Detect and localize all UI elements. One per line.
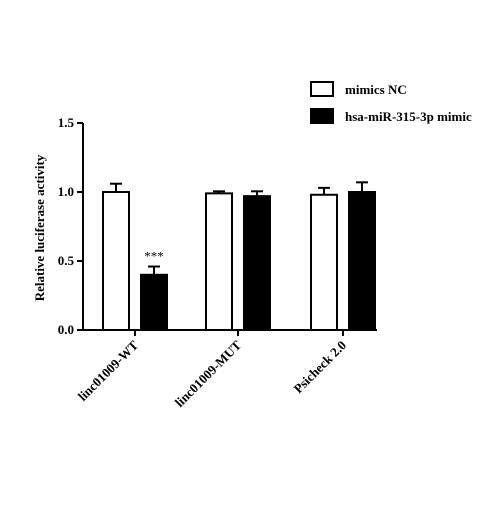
legend-swatch [310, 108, 334, 124]
x-axis: linc01009-WT linc01009-MUT Psicheck 2.0 [75, 329, 377, 410]
y-axis: 0.0 0.5 1.0 1.5 [58, 115, 84, 337]
x-category-label: Psicheck 2.0 [291, 338, 350, 397]
y-tick-label: 0.5 [58, 253, 75, 268]
y-tick-label: 1.5 [58, 115, 75, 130]
significance-label: *** [144, 249, 164, 264]
legend-label: hsa-miR-315-3p mimic [345, 109, 472, 124]
bar [102, 191, 130, 331]
legend: mimics NC hsa-miR-315-3p mimic [310, 81, 472, 124]
bar [140, 273, 168, 331]
bar [205, 192, 233, 331]
y-tick-label: 0.0 [58, 322, 74, 337]
bar [348, 191, 376, 331]
bars: *** [102, 181, 376, 331]
legend-swatch [310, 81, 334, 97]
bar [310, 193, 338, 331]
bar [243, 195, 271, 331]
x-category-label: linc01009-WT [75, 337, 142, 404]
y-axis-title: Relative luciferase activity [32, 154, 47, 301]
x-category-label: linc01009-MUT [172, 337, 245, 410]
legend-label: mimics NC [345, 82, 407, 97]
y-tick-label: 1.0 [58, 184, 74, 199]
